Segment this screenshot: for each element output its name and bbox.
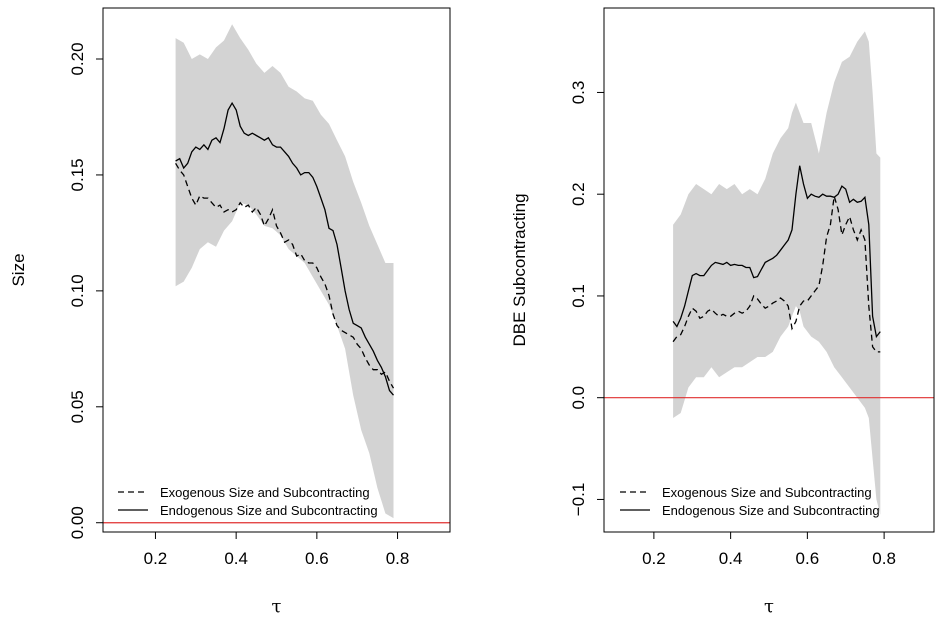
plot-frame (603, 7, 935, 533)
x-axis-label: τ (272, 596, 282, 617)
size-panel: 0.2 0.4 0.6 0.8 τ 0.00 0.05 0.10 0.15 0.20 Size Exo… (9, 7, 451, 617)
legend-label: Exogenous Size and Subcontracting (662, 485, 872, 500)
y-tick-label: 0.2 (569, 182, 588, 206)
x-tick-label: 0.6 (305, 549, 329, 568)
legend: Exogenous Size and Subcontracting Endogen… (620, 485, 880, 518)
y-tick-label: 0.0 (569, 386, 588, 410)
x-tick-label: 0.6 (796, 549, 820, 568)
y-axis-label: Size (9, 253, 28, 286)
plot-frame (102, 7, 451, 533)
exogenous-series-line (175, 162, 395, 389)
x-axis: 0.2 0.4 0.6 0.8 τ (642, 532, 896, 617)
endogenous-series-line (175, 101, 394, 396)
y-axis-label: DBE Subcontracting (510, 193, 529, 346)
x-axis-label: τ (764, 596, 774, 617)
x-tick-label: 0.4 (224, 549, 248, 568)
y-tick-label: 0.15 (68, 158, 87, 191)
x-axis: 0.2 0.4 0.6 0.8 τ (144, 532, 410, 617)
confidence-band (175, 24, 394, 519)
y-axis: 0.00 0.05 0.10 0.15 0.20 Size (9, 42, 103, 539)
x-tick-label: 0.2 (144, 549, 168, 568)
exogenous-series-line (672, 196, 881, 353)
y-tick-label: 0.05 (68, 390, 87, 423)
y-tick-label: 0.10 (68, 274, 87, 307)
legend: Exogenous Size and Subcontracting Endogen… (118, 485, 378, 518)
legend-label: Endogenous Size and Subcontracting (662, 503, 880, 518)
y-tick-label: 0.1 (569, 284, 588, 308)
y-tick-label: 0.20 (68, 42, 87, 75)
endogenous-series-line (672, 165, 881, 339)
x-tick-label: 0.4 (719, 549, 743, 568)
y-tick-label: 0.3 (569, 81, 588, 105)
x-tick-label: 0.8 (872, 549, 896, 568)
x-tick-label: 0.2 (642, 549, 666, 568)
legend-label: Endogenous Size and Subcontracting (160, 503, 378, 518)
dbe-subcontracting-panel: 0.2 0.4 0.6 0.8 τ −0.1 0.0 0.1 0.2 0.3 DBE Subcont… (510, 7, 935, 617)
y-tick-label: −0.1 (569, 483, 588, 517)
y-tick-label: 0.00 (68, 506, 87, 539)
x-tick-label: 0.8 (386, 549, 410, 568)
y-axis: −0.1 0.0 0.1 0.2 0.3 DBE Subcontracting (510, 81, 604, 517)
legend-label: Exogenous Size and Subcontracting (160, 485, 370, 500)
confidence-band (673, 31, 881, 515)
